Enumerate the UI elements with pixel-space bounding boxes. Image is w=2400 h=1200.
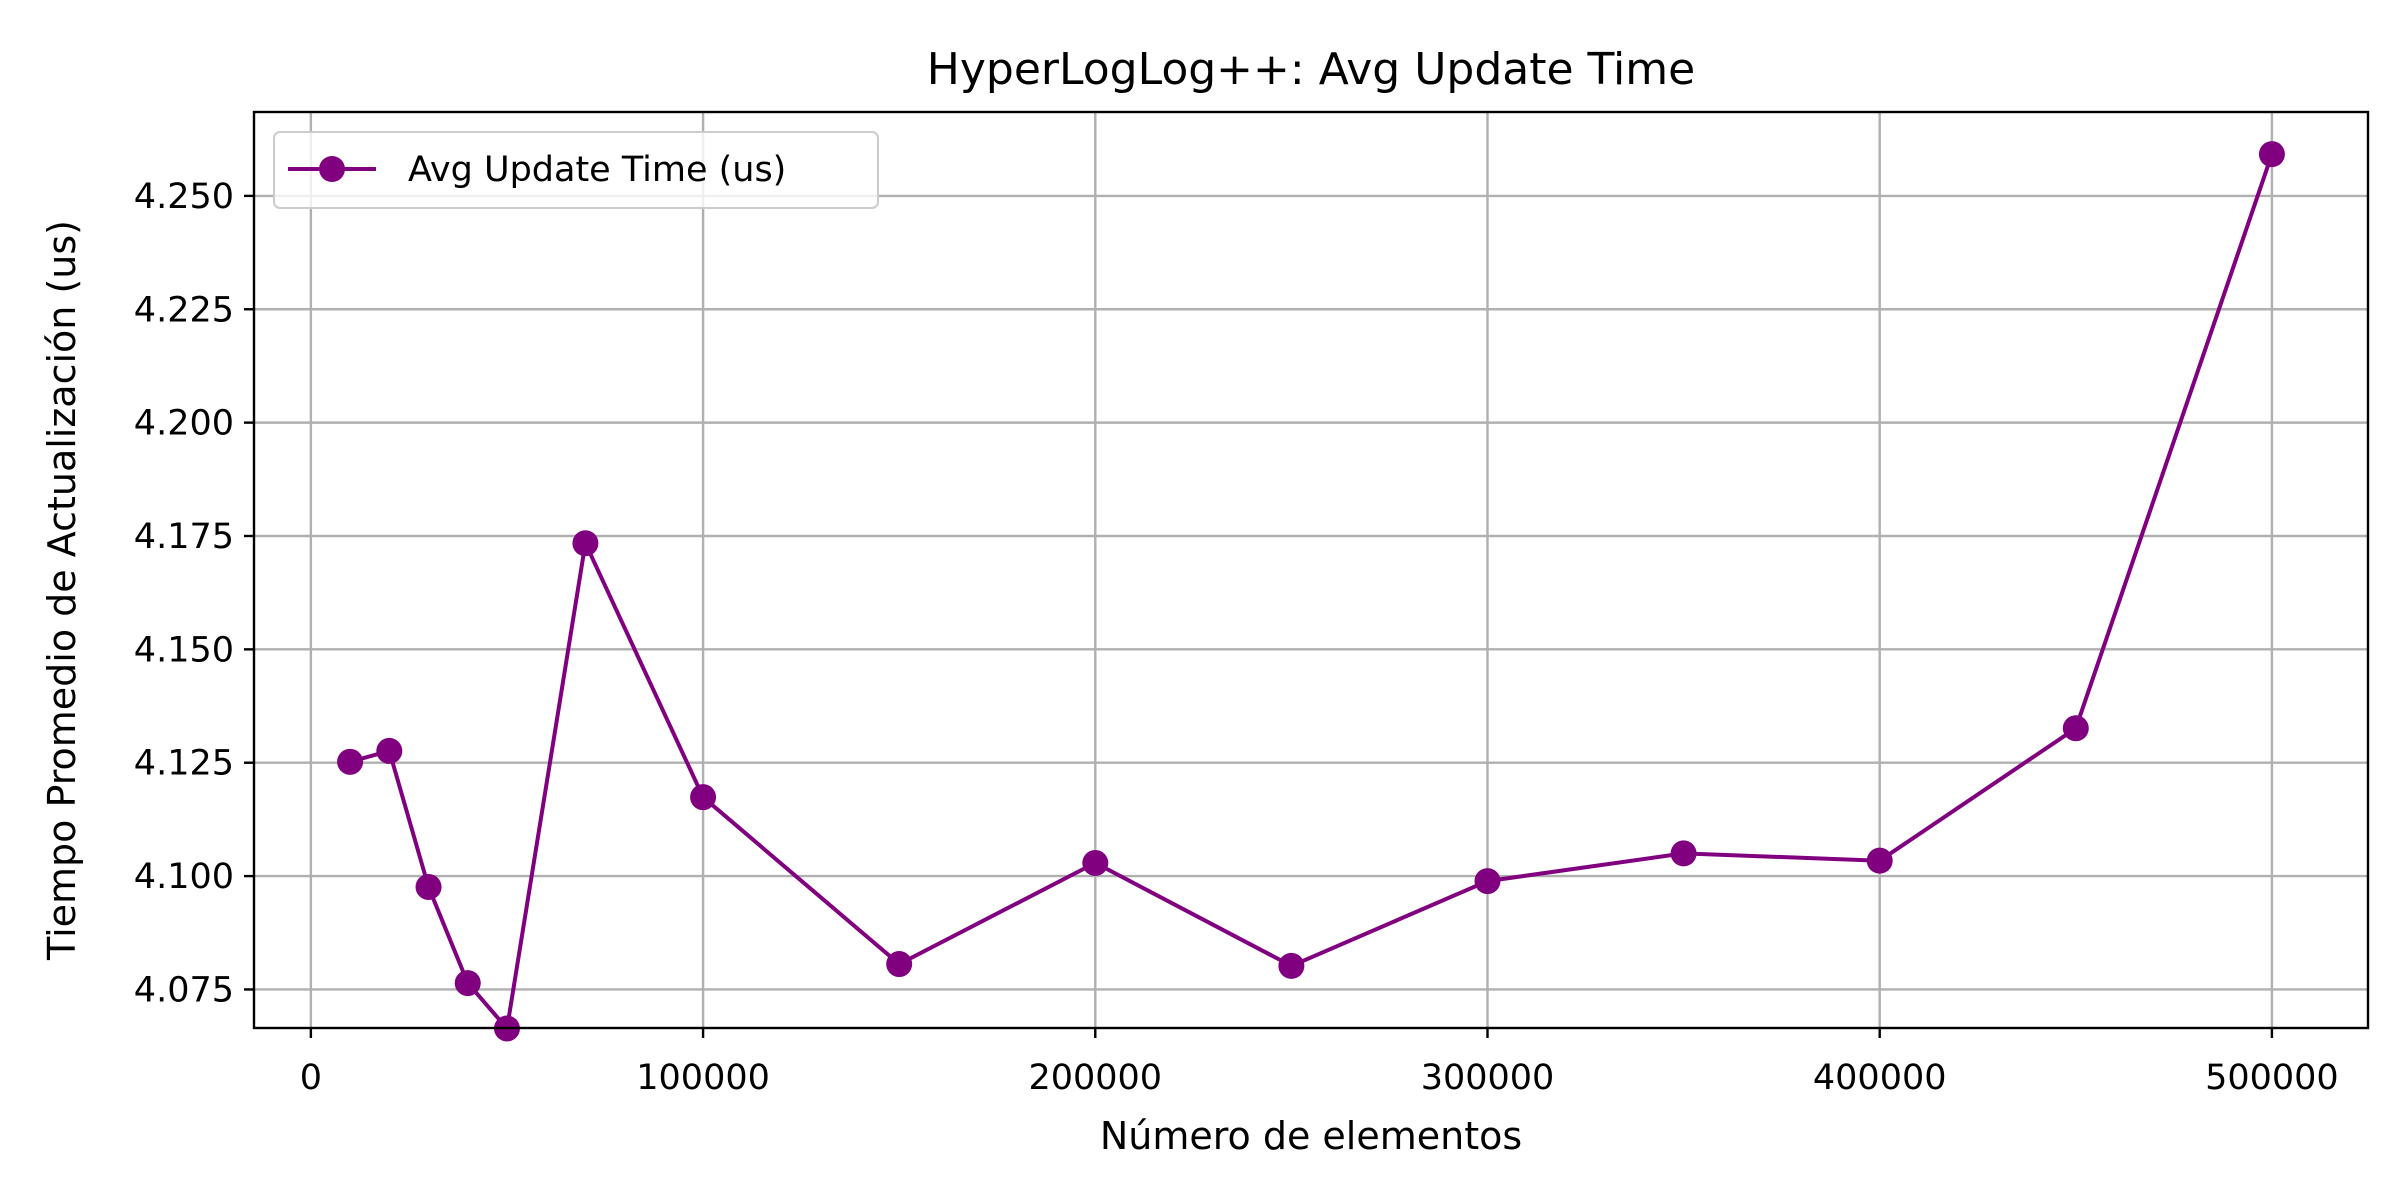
y-tick-label: 4.225 — [134, 290, 234, 330]
legend-marker-sample — [319, 156, 345, 182]
grid-lines — [254, 112, 2368, 1028]
data-point — [454, 970, 481, 997]
data-point — [376, 737, 403, 764]
x-tick-label: 500000 — [2205, 1058, 2339, 1098]
data-point — [1278, 952, 1305, 979]
x-tick-label: 300000 — [1421, 1058, 1555, 1098]
legend: Avg Update Time (us) — [273, 131, 879, 209]
y-tick-label: 4.125 — [134, 744, 234, 784]
y-tick-label: 4.150 — [134, 630, 234, 670]
data-point — [572, 530, 599, 557]
data-point — [1474, 868, 1501, 895]
y-tick-label: 4.250 — [134, 177, 234, 217]
data-point — [415, 873, 442, 900]
tick-labels: 0 100000 200000 300000 400000 500000 4.075 4.10… — [134, 177, 2339, 1098]
data-point — [2062, 715, 2089, 742]
legend-box — [273, 131, 879, 209]
data-point — [886, 951, 913, 978]
axes — [244, 110, 2370, 1038]
chart-title: HyperLogLog++: Avg Update Time — [927, 44, 1695, 95]
x-tick-label: 100000 — [636, 1058, 770, 1098]
data-point — [1670, 840, 1697, 867]
legend-label: Avg Update Time (us) — [408, 150, 786, 190]
data-point — [2258, 141, 2285, 168]
x-tick-label: 400000 — [1813, 1058, 1947, 1098]
y-tick-label: 4.200 — [134, 404, 234, 444]
x-tick-label: 0 — [300, 1058, 322, 1098]
x-axis-label: Número de elementos — [1100, 1114, 1522, 1158]
x-tick-label: 200000 — [1028, 1058, 1162, 1098]
y-tick-label: 4.100 — [134, 857, 234, 897]
data-point — [337, 748, 364, 775]
y-axis-label: Tiempo Promedio de Actualización (us) — [40, 220, 84, 961]
series-layer — [337, 141, 2285, 1042]
y-tick-label: 4.175 — [134, 517, 234, 557]
y-tick-label: 4.075 — [134, 970, 234, 1010]
data-point — [690, 784, 717, 811]
data-point — [1082, 849, 1109, 876]
plot-frame — [252, 110, 2370, 1030]
data-point — [1866, 847, 1893, 874]
